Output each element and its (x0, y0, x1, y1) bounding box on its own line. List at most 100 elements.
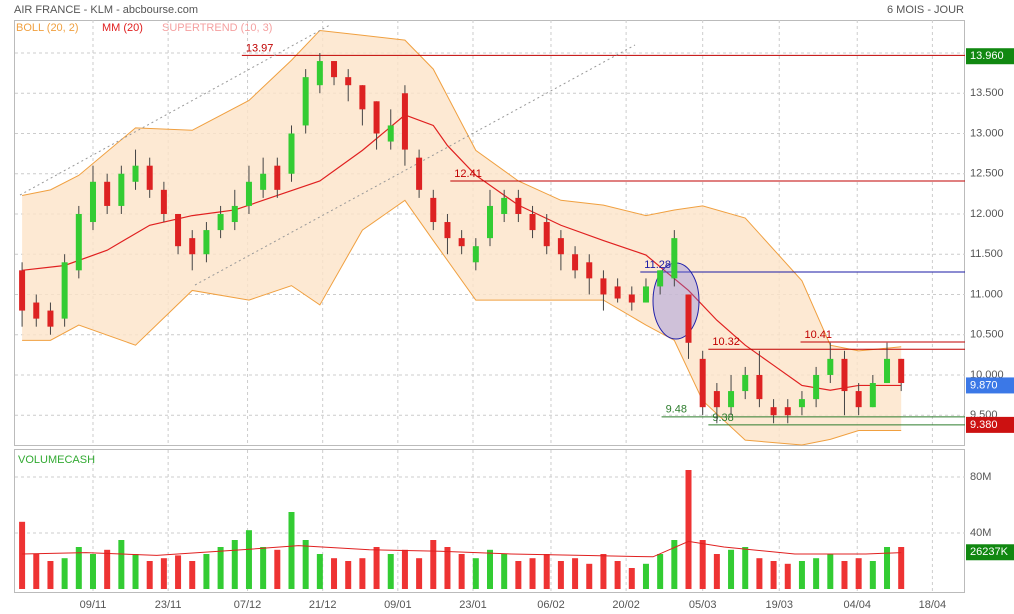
volume-title: VOLUMECASH (18, 454, 95, 466)
candle-body (175, 213, 182, 247)
volume-bar (302, 540, 309, 589)
volume-bar (416, 558, 423, 589)
volume-bar (401, 549, 408, 589)
volume-bar (217, 547, 224, 589)
candle-body (501, 197, 508, 214)
volume-bar (855, 558, 862, 589)
volume-bar (529, 558, 536, 589)
level-label: 9.48 (666, 404, 687, 416)
x-tick-label: 09/01 (384, 599, 412, 611)
last-value-box (966, 377, 1014, 394)
candle-body (770, 407, 777, 416)
candle-body (288, 133, 295, 174)
x-tick-label: 07/12 (234, 599, 262, 611)
candle-body (628, 294, 635, 303)
candle-body (472, 246, 479, 263)
last-value-label: 9.870 (970, 379, 998, 391)
period: 6 MOIS - JOUR (887, 4, 964, 16)
level-label: 9.38 (712, 412, 733, 424)
candle-body (614, 286, 621, 299)
x-tick-label: 18/04 (919, 599, 947, 611)
candle-body (104, 181, 111, 206)
candle-body (217, 213, 224, 231)
volume-bar (47, 561, 54, 589)
candle-body (855, 391, 862, 408)
candle-body (713, 391, 720, 408)
volume-bar (798, 561, 805, 589)
candle-body (600, 278, 607, 295)
volume-bar (458, 554, 465, 589)
volume-bar (557, 561, 564, 589)
volume-bar (713, 554, 720, 589)
volume-bar (742, 547, 749, 589)
candle-body (813, 374, 820, 400)
legend-supertrend: SUPERTREND (10, 3) (162, 22, 272, 34)
last-value-label: 13.960 (970, 50, 1004, 62)
candle-body (671, 238, 678, 279)
candle-body (543, 222, 550, 247)
title: AIR FRANCE - KLM - abcbourse.com (14, 4, 198, 16)
volume-bar (203, 554, 210, 589)
x-tick-label: 05/03 (689, 599, 717, 611)
candle-body (160, 189, 167, 214)
level-label: 11.28 (644, 259, 671, 271)
x-tick-label: 20/02 (612, 599, 640, 611)
last-value-box (966, 48, 1014, 65)
candle-body (444, 222, 451, 239)
candle-body (642, 286, 649, 303)
candle-body (61, 262, 68, 319)
candle-body (572, 254, 579, 271)
volume-bar (813, 558, 820, 589)
volume-bar (827, 554, 834, 589)
y-tick-label: 80M (970, 471, 991, 483)
candle-body (387, 125, 394, 142)
volume-frame (14, 449, 965, 593)
candle-body (146, 165, 153, 190)
volume-bar (175, 555, 182, 589)
last-value-box (966, 544, 1014, 561)
x-tick-label: 09/11 (80, 599, 107, 611)
volume-bar (430, 540, 437, 589)
volume-bar (331, 558, 338, 589)
volume-bar (444, 547, 451, 589)
candle-body (231, 205, 238, 223)
volume-bar (104, 549, 111, 589)
level-label: 10.32 (712, 336, 740, 348)
candle-body (884, 358, 891, 384)
candle-body (657, 270, 664, 287)
volume-bar (642, 563, 649, 589)
candle-body (19, 270, 26, 311)
candle-body (345, 77, 352, 86)
candle-body (373, 101, 380, 134)
volume-bar (685, 470, 692, 589)
candle-body (132, 165, 139, 182)
volume-bar (586, 563, 593, 589)
x-tick-label: 23/01 (459, 599, 487, 611)
volume-bar (869, 561, 876, 589)
volume-bar (61, 558, 68, 589)
x-tick-label: 23/11 (155, 599, 182, 611)
price-frame (14, 20, 965, 446)
candle-body (515, 197, 522, 214)
volume-bar (387, 554, 394, 589)
candle-body (302, 77, 309, 126)
mm20-line (22, 114, 902, 391)
candle-body (784, 407, 791, 416)
y-tick-label: 13.500 (970, 87, 1004, 99)
candle-body (401, 93, 408, 150)
volume-bar (345, 561, 352, 589)
y-tick-label: 13.000 (970, 127, 1004, 139)
volume-bar (189, 561, 196, 589)
volume-bar (472, 558, 479, 589)
candle-body (898, 358, 905, 384)
candle-body (260, 173, 267, 190)
volume-bar (515, 561, 522, 589)
y-tick-label: 40M (970, 527, 991, 539)
volume-average (22, 540, 902, 558)
volume-bar (89, 554, 96, 589)
candle-body (416, 157, 423, 190)
level-label: 13.97 (246, 42, 274, 54)
y-tick-label: 11.000 (970, 288, 1003, 300)
x-tick-label: 21/12 (309, 599, 337, 611)
